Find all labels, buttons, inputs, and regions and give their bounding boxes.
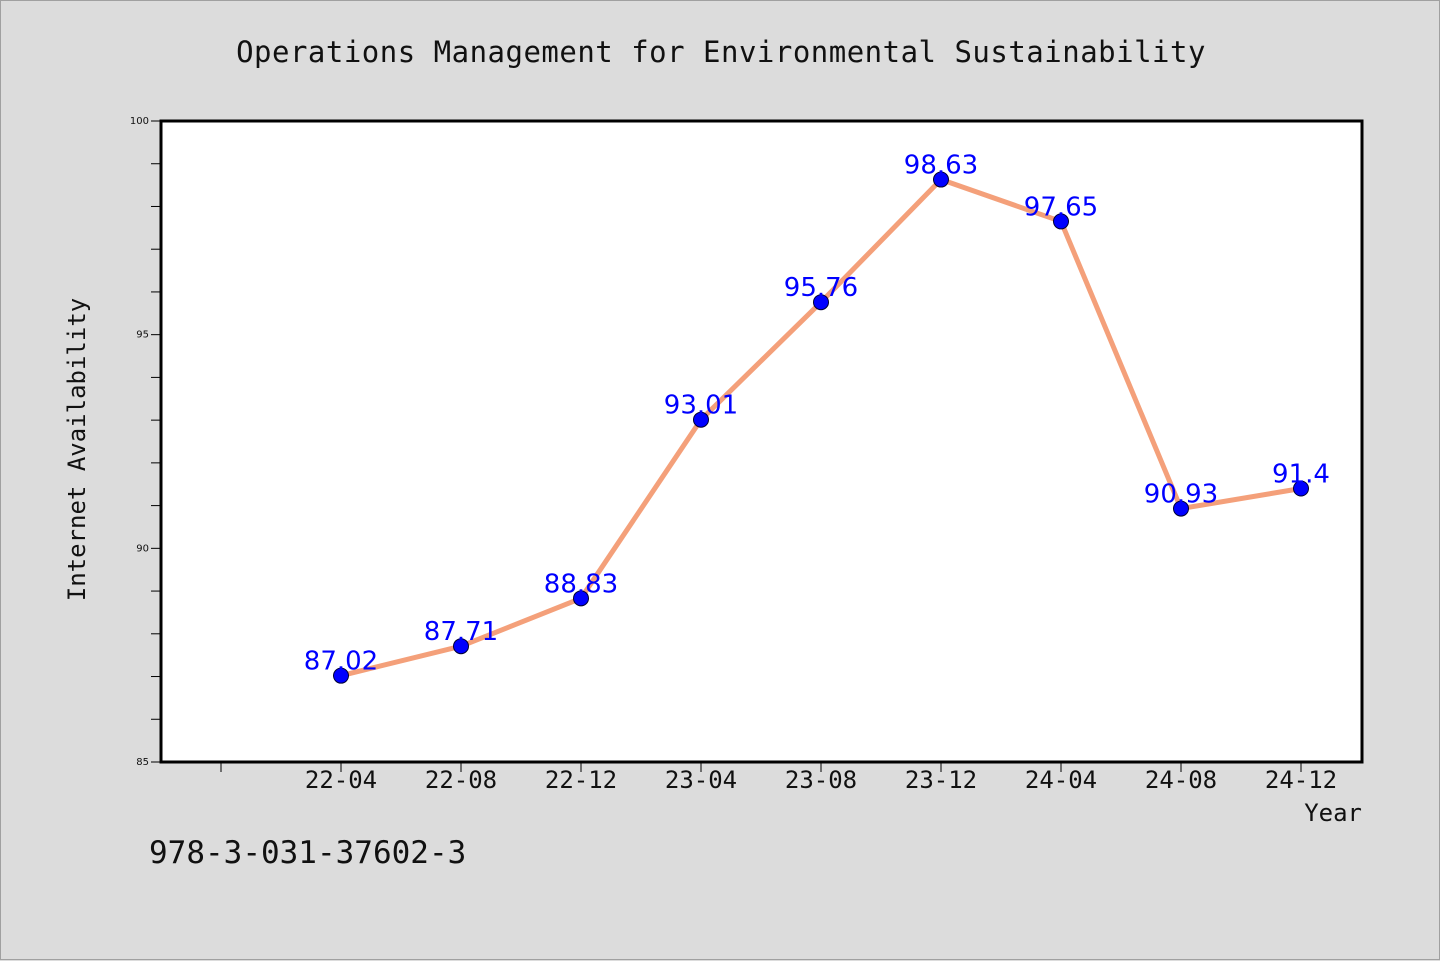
data-label: 87.02 <box>304 647 378 677</box>
x-axis-title: Year <box>1304 799 1362 827</box>
data-point <box>933 171 949 188</box>
x-tick-label: 24-08 <box>1145 766 1217 794</box>
x-tick-label: 23-12 <box>905 766 977 794</box>
data-point <box>333 667 349 684</box>
data-point <box>573 590 589 607</box>
y-tick-label: 90 <box>136 543 149 554</box>
data-label: 91.4 <box>1272 460 1330 490</box>
y-tick-label: 95 <box>136 330 149 341</box>
x-tick-label: 24-04 <box>1025 766 1097 794</box>
data-point <box>1053 213 1069 230</box>
data-label: 98.63 <box>904 151 978 181</box>
data-label: 95.76 <box>784 273 858 303</box>
x-tick-label: 24-12 <box>1265 766 1337 794</box>
data-label: 97.65 <box>1024 192 1098 222</box>
x-tick-label: 22-08 <box>425 766 497 794</box>
chart-title: Operations Management for Environmental … <box>236 35 1206 69</box>
y-tick-label: 85 <box>136 757 149 768</box>
x-tick-label: 23-08 <box>785 766 857 794</box>
data-label: 88.83 <box>544 569 618 599</box>
x-tick-label: 22-04 <box>305 766 377 794</box>
data-label: 93.01 <box>664 391 738 421</box>
x-tick-label: 22-12 <box>545 766 617 794</box>
data-point <box>453 638 469 655</box>
plot-area <box>159 119 1364 764</box>
data-label: 87.71 <box>424 617 498 647</box>
data-point <box>1173 500 1189 517</box>
x-tick-label: 23-04 <box>665 766 737 794</box>
data-label: 90.93 <box>1144 480 1218 510</box>
y-tick-label: 100 <box>130 116 149 127</box>
data-point <box>1293 480 1309 497</box>
data-point <box>813 294 829 311</box>
isbn-footnote: 978-3-031-37602-3 <box>149 835 467 871</box>
data-point <box>693 411 709 428</box>
y-axis-title: Internet Availability <box>63 298 91 601</box>
